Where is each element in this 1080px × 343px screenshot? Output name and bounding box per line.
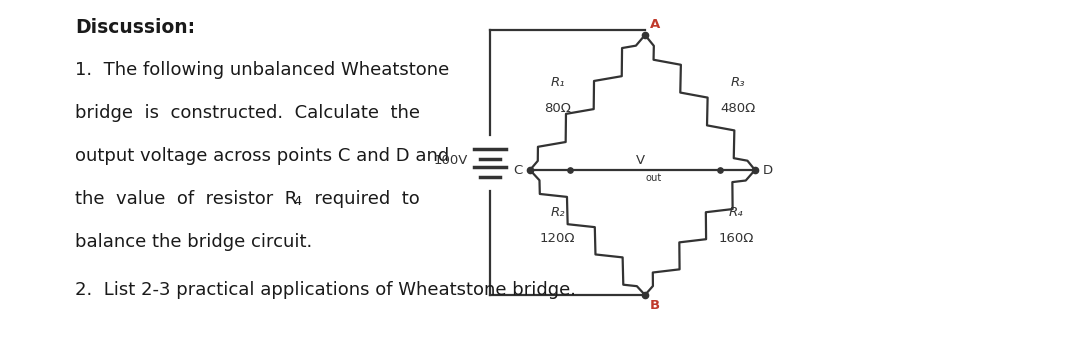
Text: out: out: [646, 173, 662, 183]
Text: bridge  is  constructed.  Calculate  the: bridge is constructed. Calculate the: [75, 104, 420, 122]
Text: 100V: 100V: [434, 154, 468, 167]
Text: 4: 4: [293, 195, 301, 208]
Text: R₂: R₂: [550, 205, 565, 218]
Text: C: C: [513, 164, 522, 177]
Text: R₄: R₄: [729, 205, 743, 218]
Text: 2.  List 2-3 practical applications of Wheatstone bridge.: 2. List 2-3 practical applications of Wh…: [75, 281, 576, 299]
Text: 120Ω: 120Ω: [540, 232, 576, 245]
Text: 160Ω: 160Ω: [718, 232, 754, 245]
Text: Discussion:: Discussion:: [75, 18, 195, 37]
Text: 80Ω: 80Ω: [544, 102, 571, 115]
Text: balance the bridge circuit.: balance the bridge circuit.: [75, 233, 312, 251]
Text: output voltage across points C and D and: output voltage across points C and D and: [75, 147, 449, 165]
Text: required  to: required to: [303, 190, 420, 208]
Text: the  value  of  resistor  R: the value of resistor R: [75, 190, 297, 208]
Text: R₃: R₃: [731, 75, 745, 88]
Text: A: A: [650, 18, 660, 31]
Text: R₁: R₁: [550, 75, 565, 88]
Text: B: B: [650, 299, 660, 312]
Text: D: D: [762, 164, 773, 177]
Text: 480Ω: 480Ω: [720, 102, 756, 115]
Text: 1.  The following unbalanced Wheatstone: 1. The following unbalanced Wheatstone: [75, 61, 449, 79]
Text: V: V: [636, 154, 645, 167]
